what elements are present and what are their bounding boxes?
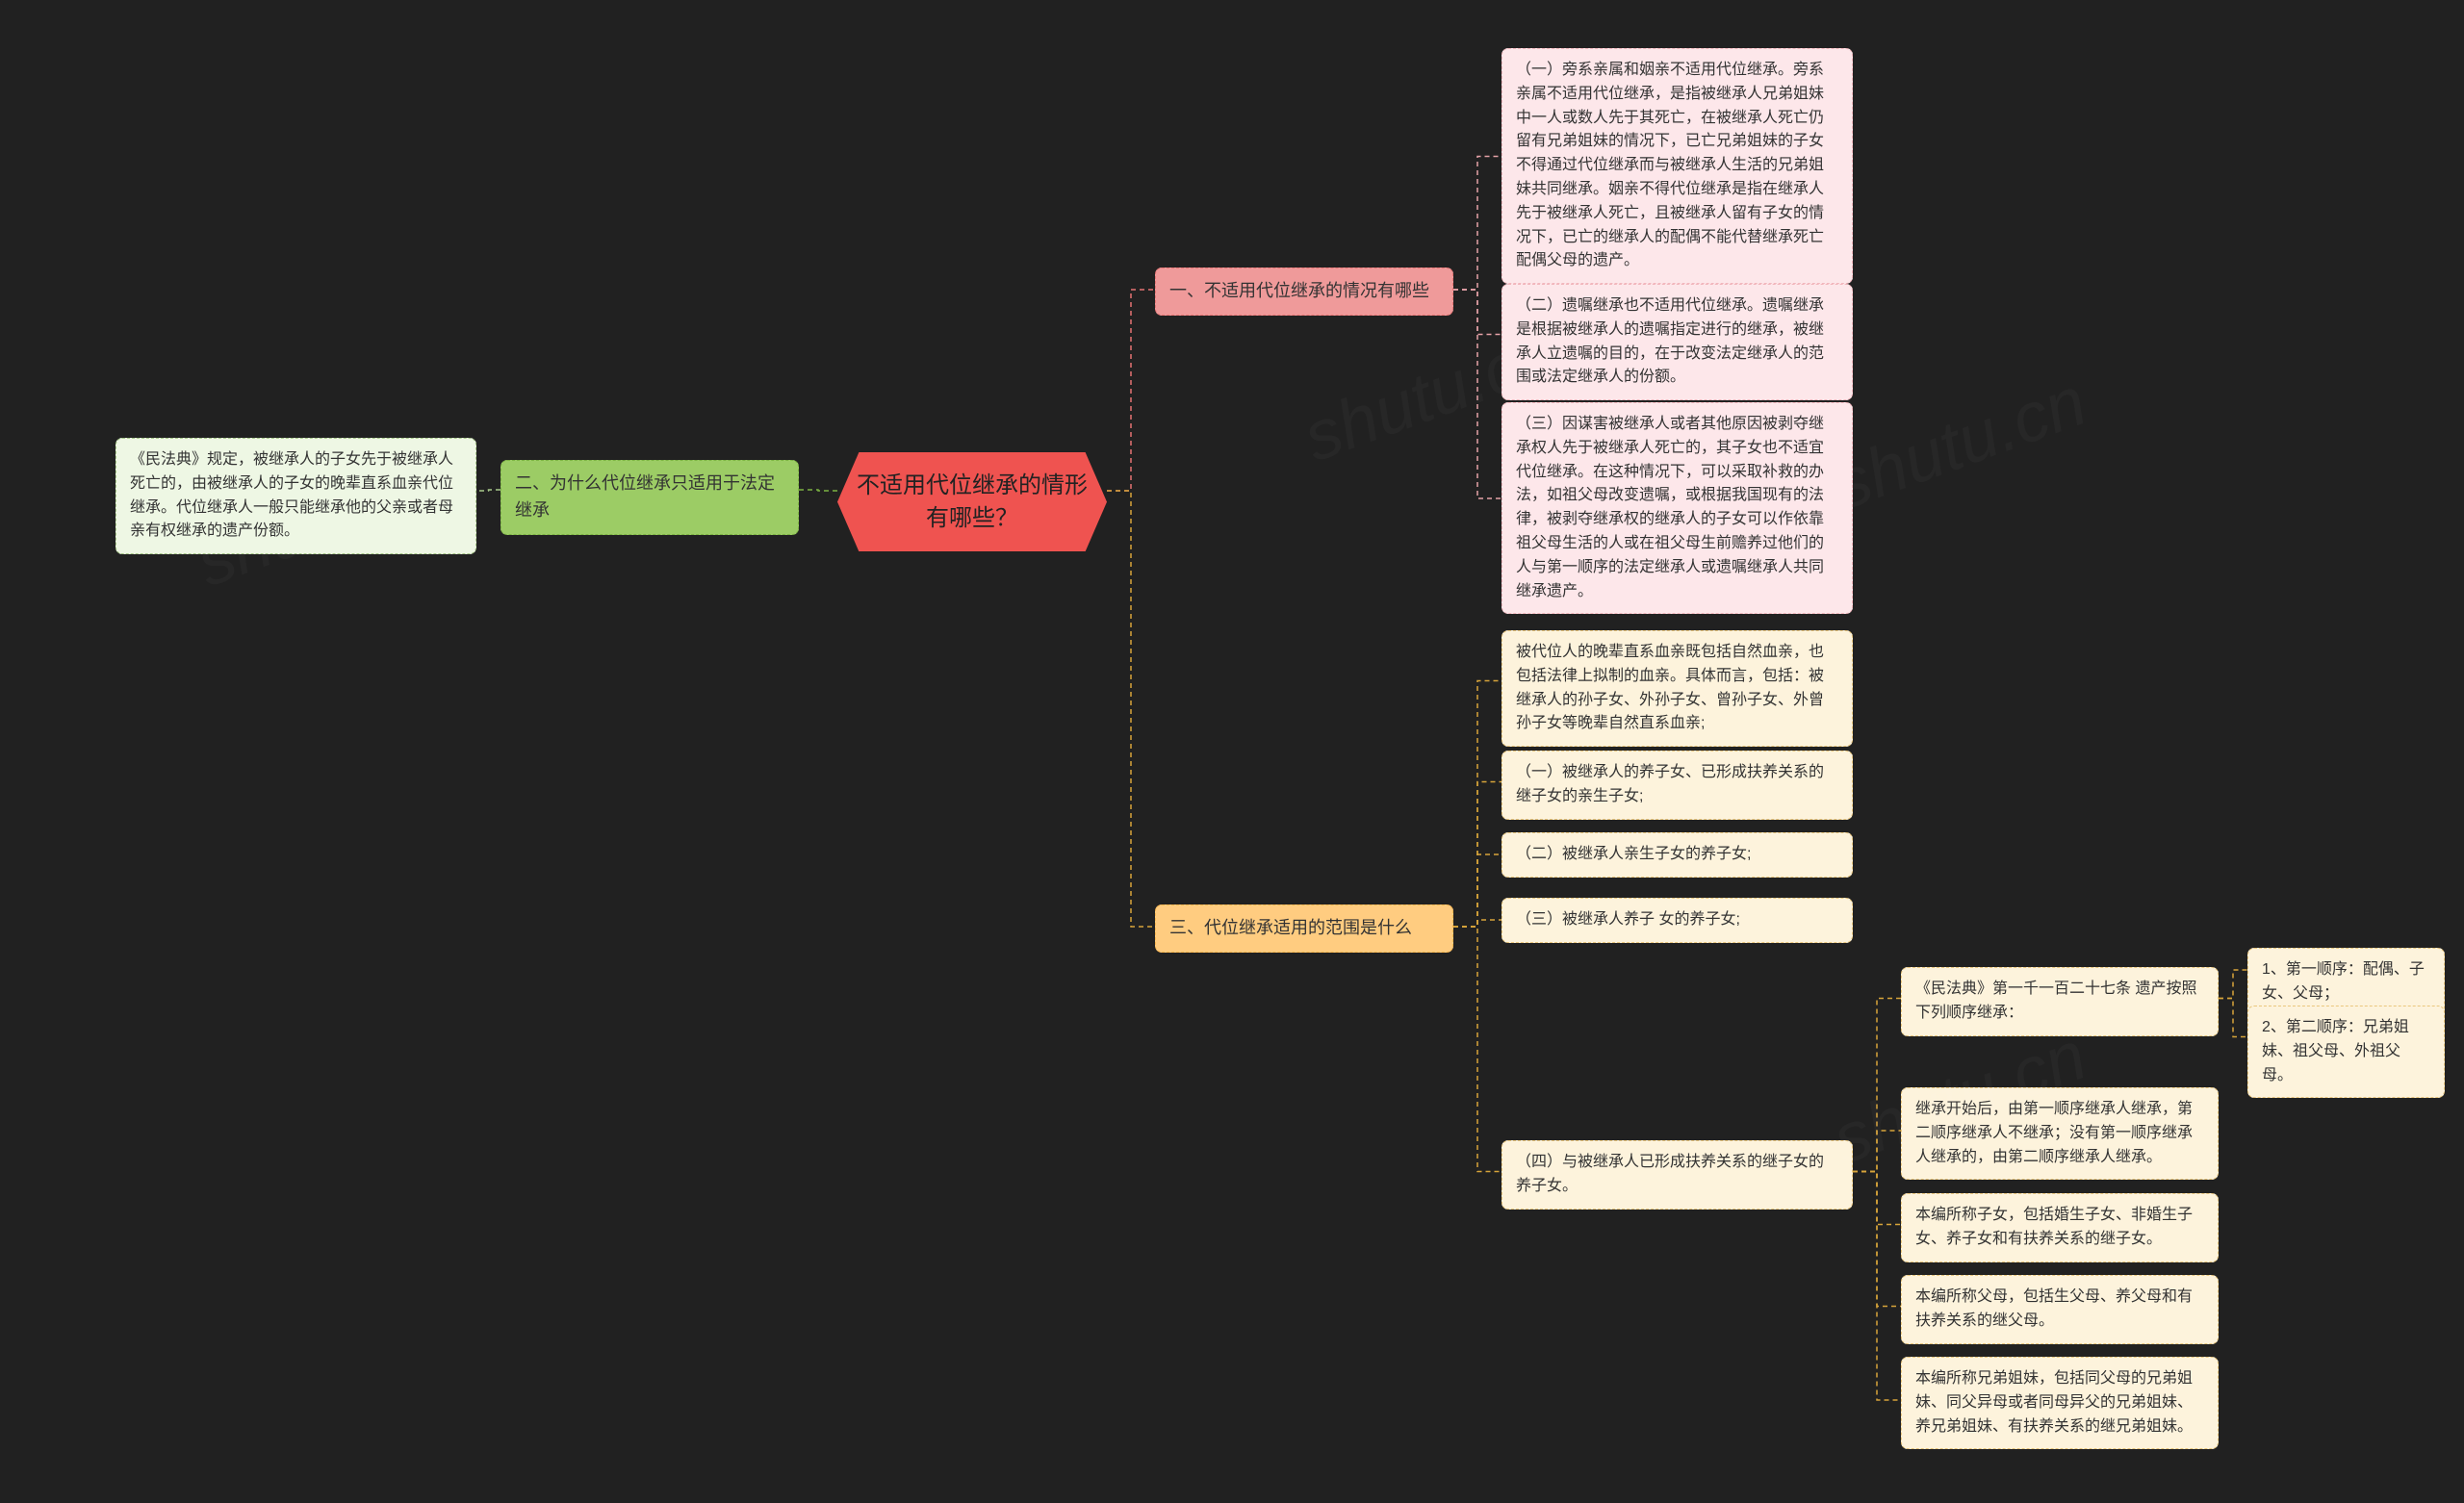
root-node[interactable]: 不适用代位继承的情形有哪些？ xyxy=(837,452,1107,551)
branch-3e-sub-1b[interactable]: 2、第二顺序：兄弟姐妹、祖父母、外祖父母。 xyxy=(2247,1006,2445,1098)
branch-3-scope[interactable]: 三、代位继承适用的范围是什么 xyxy=(1155,904,1453,953)
branch-2-detail[interactable]: 《民法典》规定，被继承人的子女先于被继承人死亡的，由被继承人的子女的晚辈直系血亲… xyxy=(116,438,476,554)
branch-3-item-b[interactable]: （一）被继承人的养子女、已形成扶养关系的继子女的亲生子女; xyxy=(1502,751,1853,820)
branch-1-item-a[interactable]: （一）旁系亲属和姻亲不适用代位继承。旁系亲属不适用代位继承，是指被继承人兄弟姐妹… xyxy=(1502,48,1853,284)
branch-1-situations[interactable]: 一、不适用代位继承的情况有哪些 xyxy=(1155,267,1453,316)
branch-3e-sub-1[interactable]: 《民法典》第一千一百二十七条 遗产按照下列顺序继承： xyxy=(1901,967,2219,1036)
branch-3e-sub-5[interactable]: 本编所称兄弟姐妹，包括同父母的兄弟姐妹、同父异母或者同母异父的兄弟姐妹、养兄弟姐… xyxy=(1901,1357,2219,1449)
branch-3e-sub-4[interactable]: 本编所称父母，包括生父母、养父母和有扶养关系的继父母。 xyxy=(1901,1275,2219,1344)
branch-3-item-d[interactable]: （三）被继承人养子 女的养子女; xyxy=(1502,898,1853,943)
branch-1-item-b[interactable]: （二）遗嘱继承也不适用代位继承。遗嘱继承是根据被继承人的遗嘱指定进行的继承，被继… xyxy=(1502,284,1853,400)
mindmap-canvas: 不适用代位继承的情形有哪些？ 二、为什么代位继承只适用于法定继承 《民法典》规定… xyxy=(0,0,2464,1503)
branch-3-item-c[interactable]: （二）被继承人亲生子女的养子女; xyxy=(1502,832,1853,878)
branch-3e-sub-3[interactable]: 本编所称子女，包括婚生子女、非婚生子女、养子女和有扶养关系的继子女。 xyxy=(1901,1193,2219,1262)
branch-3-item-a[interactable]: 被代位人的晚辈直系血亲既包括自然血亲，也包括法律上拟制的血亲。具体而言，包括：被… xyxy=(1502,630,1853,747)
branch-2-why-legal[interactable]: 二、为什么代位继承只适用于法定继承 xyxy=(500,460,799,535)
watermark: shutu.cn xyxy=(1823,362,2096,525)
branch-3-item-e[interactable]: （四）与被继承人已形成扶养关系的继子女的养子女。 xyxy=(1502,1140,1853,1210)
branch-1-item-c[interactable]: （三）因谋害被继承人或者其他原因被剥夺继承权人先于被继承人死亡的，其子女也不适宜… xyxy=(1502,402,1853,614)
branch-3e-sub-2[interactable]: 继承开始后，由第一顺序继承人继承，第二顺序继承人不继承；没有第一顺序继承人继承的… xyxy=(1901,1087,2219,1180)
